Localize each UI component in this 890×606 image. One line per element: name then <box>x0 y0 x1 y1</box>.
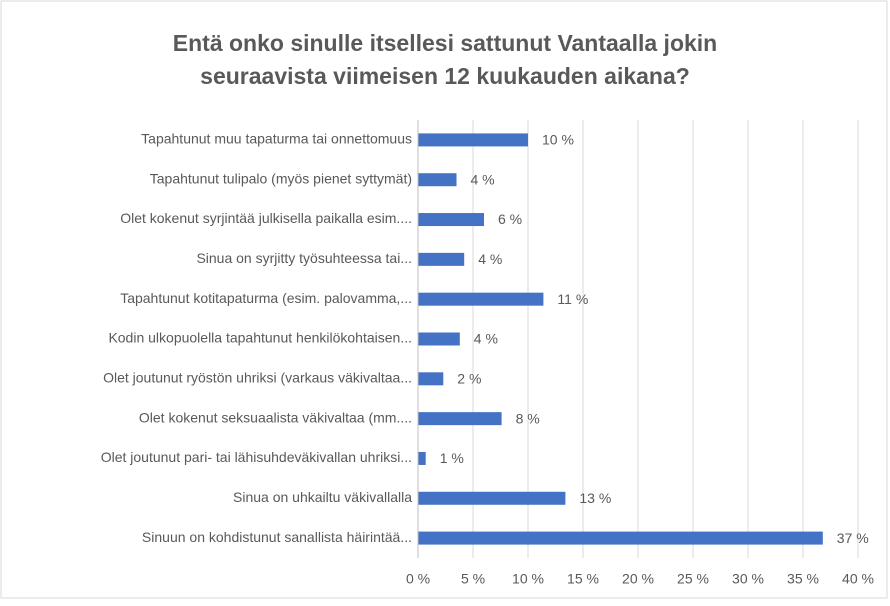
data-label: 8 % <box>516 410 540 426</box>
bar <box>418 252 465 266</box>
y-tick-label: Sinua on syrjitty työsuhteessa tai... <box>196 250 412 266</box>
data-label: 37 % <box>837 530 869 546</box>
bar <box>418 412 502 426</box>
data-label: 4 % <box>474 331 498 347</box>
data-label: 4 % <box>478 251 502 267</box>
data-label: 6 % <box>498 211 522 227</box>
data-label: 13 % <box>579 490 611 506</box>
data-label: 1 % <box>440 450 464 466</box>
data-label: 11 % <box>557 291 588 307</box>
bar <box>418 133 528 147</box>
y-tick-label: Tapahtunut tulipalo (myös pienet syttymä… <box>150 170 412 186</box>
bar <box>418 491 566 505</box>
x-tick-label: 40 % <box>842 571 874 587</box>
bar <box>418 332 460 346</box>
data-label: 4 % <box>471 171 495 187</box>
bar <box>418 173 457 187</box>
chart-title: seuraavista viimeisen 12 kuukauden aikan… <box>200 63 690 89</box>
x-tick-label: 15 % <box>567 571 599 587</box>
y-tick-label: Olet joutunut pari- tai lähisuhdeväkival… <box>101 449 412 465</box>
chart-title: Entä onko sinulle itsellesi sattunut Van… <box>173 30 717 56</box>
y-tick-label: Olet kokenut syrjintää julkisella paikal… <box>120 210 412 226</box>
bar <box>418 372 444 386</box>
y-tick-label: Tapahtunut kotitapaturma (esim. palovamm… <box>120 290 412 306</box>
bar <box>418 292 544 306</box>
y-tick-label: Tapahtunut muu tapaturma tai onnettomuus <box>141 131 412 147</box>
bar <box>418 213 484 227</box>
x-tick-label: 25 % <box>677 571 709 587</box>
x-tick-label: 20 % <box>622 571 654 587</box>
x-tick-label: 35 % <box>787 571 819 587</box>
y-tick-label: Sinuun on kohdistunut sanallista häirint… <box>142 529 412 545</box>
bar <box>418 531 823 545</box>
y-tick-label: Olet kokenut seksuaalista väkivaltaa (mm… <box>139 409 412 425</box>
y-tick-label: Olet joutunut ryöstön uhriksi (varkaus v… <box>103 370 412 386</box>
data-label: 10 % <box>542 132 574 148</box>
x-tick-label: 5 % <box>461 571 485 587</box>
y-tick-label: Kodin ulkopuolella tapahtunut henkilökoh… <box>108 330 412 346</box>
data-label: 2 % <box>457 371 481 387</box>
x-tick-label: 30 % <box>732 571 764 587</box>
x-tick-label: 0 % <box>406 571 430 587</box>
x-tick-label: 10 % <box>512 571 544 587</box>
bar <box>418 451 426 465</box>
y-tick-label: Sinua on uhkailtu väkivallalla <box>233 489 412 505</box>
